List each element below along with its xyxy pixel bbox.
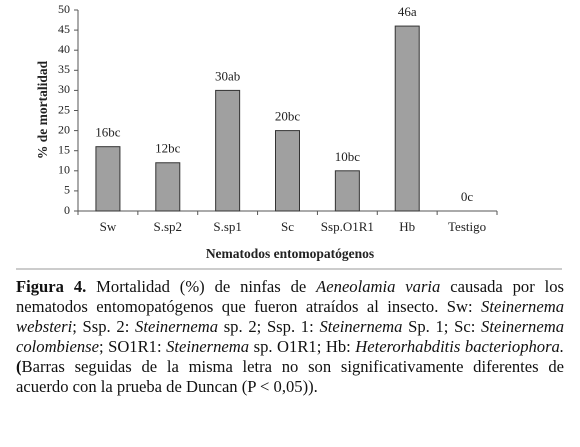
caption-run: Steinernema [166,337,250,356]
bar [275,130,300,212]
y-tick-label: 5 [64,183,70,197]
data-label: 12bc [155,141,181,156]
y-tick-label: 45 [58,22,70,36]
caption-run: Mortalidad (%) de ninfas de [86,277,317,296]
caption-run: Figura 4. [16,277,87,296]
y-tick-label: 10 [58,163,70,177]
y-tick-label: 50 [58,2,70,16]
caption-run: causada por los nematodos entomopatógeno… [16,277,565,316]
x-tick-label: S.sp2 [154,219,183,234]
caption-run: ( [16,357,22,376]
bar [95,146,121,212]
caption-run: ; SO1R1: [98,337,167,356]
caption-run: Steinernema [319,317,403,336]
caption-run: ; Ssp. 2: [72,317,136,336]
bar [394,25,420,212]
x-axis-title: Nematodos entomopatógenos [206,246,374,261]
bar [334,170,360,212]
data-label: 30ab [215,68,240,83]
caption: Figura 4. Mortalidad (%) de ninfas de Ae… [16,277,564,397]
x-tick-label: Sc [281,219,294,234]
x-tick-label: Testigo [448,219,486,234]
caption-run: Steinernema [135,317,218,336]
caption-run: Barras seguidas de la misma letra no son… [16,357,564,396]
chart: Nematodos entomopatógenos % de mortalida… [16,2,562,270]
data-label: 10bc [335,149,361,164]
caption-run: sp. O1R1; Hb: [249,337,356,356]
y-axis-title: % de mortalidad [35,60,50,159]
y-tick-label: 30 [58,82,70,96]
y-tick-label: 0 [64,203,70,217]
y-tick-label: 35 [58,62,70,76]
caption-run: Steinernema colombiense [16,317,564,356]
x-tick-label: Sw [100,219,117,234]
y-tick-label: 40 [58,42,70,56]
data-label: 46a [398,4,417,19]
data-label: 20bc [275,109,301,124]
data-label: 16bc [95,125,121,140]
caption-run: Steinernema websteri [16,297,564,336]
data-label: 0c [461,189,474,204]
x-tick-label: S.sp1 [213,219,242,234]
caption-run: Heterorhabditis bacteriophora. [355,337,564,356]
y-tick-label: 15 [58,142,70,156]
caption-run: Aeneolamia varia [316,277,441,296]
caption-run: sp. 2; Ssp. 1: [218,317,320,336]
y-tick-label: 25 [58,102,70,116]
caption-run: Sp. 1; Sc: [402,317,482,336]
x-tick-label: Hb [399,219,415,234]
bar [155,162,181,212]
bar [215,89,241,212]
x-tick-label: Ssp.O1R1 [321,219,374,234]
y-tick-label: 20 [58,122,70,136]
